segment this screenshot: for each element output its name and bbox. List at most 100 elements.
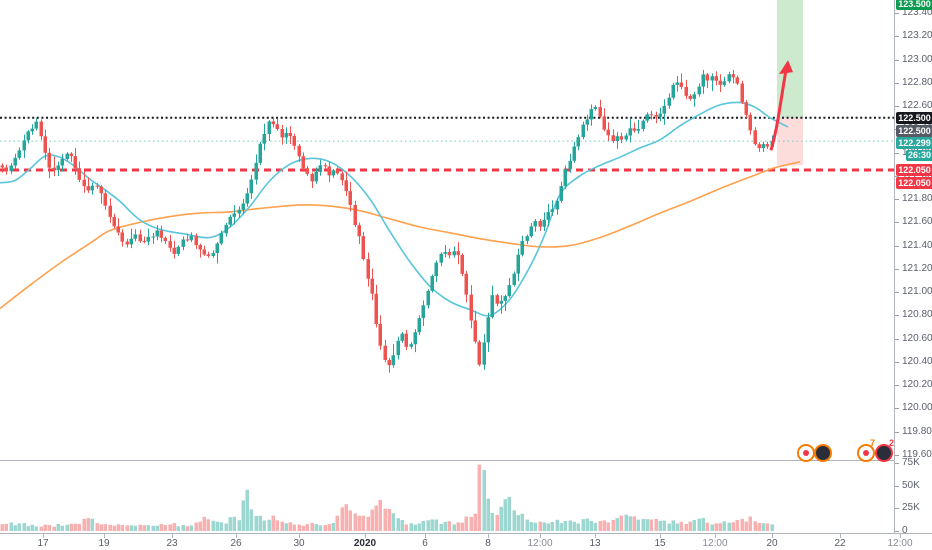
candle-body	[615, 136, 619, 141]
price-tick-mark	[895, 36, 899, 37]
candle-body	[679, 82, 683, 87]
avatar-marker-icon[interactable]	[814, 444, 832, 462]
volume-bar	[387, 509, 391, 531]
projection-risk-zone[interactable]	[777, 117, 803, 166]
candle-body	[284, 133, 288, 138]
candle-body	[335, 170, 339, 174]
candle-body	[224, 224, 228, 234]
candle-body	[692, 94, 696, 99]
volume-bar	[529, 522, 533, 531]
volume-bar	[473, 513, 477, 531]
volume-bar	[90, 518, 94, 531]
candle-body	[245, 193, 249, 204]
volume-bar	[426, 520, 430, 531]
volume-bar	[482, 470, 486, 531]
candle-body	[202, 249, 206, 255]
volume-bar	[632, 516, 636, 531]
volume-bar	[430, 519, 434, 531]
volume-bar	[366, 516, 370, 531]
price-tick-mark	[895, 13, 899, 14]
candle-body	[17, 150, 21, 158]
candle-body	[211, 253, 215, 256]
candle-body	[26, 131, 30, 141]
volume-bar	[443, 521, 447, 531]
time-axis[interactable]: 17 19 23 26 30 2020 6 8 12:00 13 15 12:00 20 22 12:00	[0, 533, 932, 550]
price-tick-mark	[895, 432, 899, 433]
candle-body	[344, 180, 348, 192]
volume-bar	[615, 518, 619, 531]
time-tick-mark	[772, 534, 773, 538]
ideas-marker-group[interactable]	[797, 444, 833, 464]
candle-body	[533, 221, 537, 227]
volume-bar	[65, 524, 69, 531]
volume-bar	[658, 520, 662, 531]
volume-bar	[26, 526, 30, 531]
time-tick-mark	[900, 534, 901, 538]
volume-bar	[753, 521, 757, 531]
candle-body	[163, 237, 167, 241]
candle-body	[649, 114, 653, 116]
price-tick-label: 121.800	[902, 193, 932, 204]
candle-body	[198, 245, 202, 250]
candle-body	[645, 114, 649, 121]
candle-body	[237, 209, 241, 214]
candle-body	[761, 144, 765, 149]
candle-body	[469, 294, 473, 321]
volume-bar	[705, 522, 709, 531]
volume-bar	[714, 523, 718, 531]
candle-body	[550, 209, 554, 213]
candle-body	[705, 74, 709, 81]
avatar-marker-icon[interactable]	[875, 444, 893, 462]
candle-body	[447, 252, 451, 256]
projection-arrow-head[interactable]	[779, 60, 793, 75]
candle-body	[658, 113, 662, 117]
price-tick-label: 119.600	[902, 449, 932, 460]
volume-bar	[744, 521, 748, 531]
volume-bar	[370, 509, 374, 531]
idea-marker-icon[interactable]	[857, 444, 875, 462]
candle-body	[228, 216, 232, 225]
candle-body	[370, 278, 374, 294]
candle-body	[125, 241, 129, 245]
volume-bar	[559, 523, 563, 531]
idea-marker-icon[interactable]	[797, 444, 815, 462]
volume-bar	[249, 509, 253, 531]
volume-bar	[99, 524, 103, 531]
volume-bar	[701, 517, 705, 531]
time-tick-mark	[104, 534, 105, 538]
volume-bar	[228, 517, 232, 531]
volume-bar	[151, 525, 155, 531]
volume-tick-mark	[895, 486, 899, 487]
candle-body	[585, 119, 589, 125]
volume-bar	[288, 522, 292, 531]
candle-body	[671, 84, 675, 98]
volume-bar	[292, 524, 296, 531]
volume-bar	[172, 523, 176, 531]
candle-body	[675, 82, 679, 85]
volume-bar	[348, 510, 352, 531]
volume-bar	[628, 516, 632, 531]
volume-bar	[649, 519, 653, 531]
time-tick-mark	[425, 534, 426, 538]
volume-bar	[546, 523, 550, 531]
price-tick-label: 123.400	[902, 7, 932, 18]
volume-bar	[598, 521, 602, 531]
ideas-marker-group[interactable]: 7 2	[857, 438, 897, 464]
candle-body	[4, 167, 8, 172]
candle-body	[507, 285, 511, 297]
volume-bar	[464, 516, 468, 531]
volume-bar	[585, 518, 589, 531]
volume-bar	[589, 521, 593, 531]
price-axis[interactable]: 123.500 122.500 122.500 122.299 26:30 12…	[894, 0, 932, 536]
candle-body	[56, 165, 60, 171]
candle-body	[108, 205, 112, 217]
volume-bar	[69, 523, 73, 531]
volume-bar	[138, 524, 142, 531]
projection-arrow[interactable]	[769, 69, 788, 151]
volume-bar	[581, 519, 585, 531]
volume-bar	[611, 519, 615, 531]
candle-body	[697, 86, 701, 95]
candle-body	[82, 179, 86, 187]
price-tick-mark	[895, 339, 899, 340]
